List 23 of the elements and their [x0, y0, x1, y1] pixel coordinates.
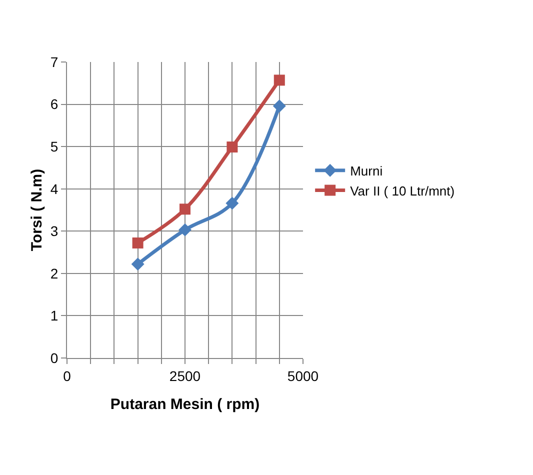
- y-tick-label: 1: [50, 308, 58, 324]
- point: [272, 99, 286, 112]
- point: [131, 258, 144, 271]
- point: [274, 74, 285, 86]
- x-tick-label: 5000: [287, 368, 319, 384]
- y-tick-label: 7: [50, 54, 58, 70]
- y-tick-label: 6: [50, 96, 58, 112]
- y-tick-label: 4: [50, 180, 58, 197]
- y-tick-label: 5: [50, 138, 58, 154]
- point: [178, 223, 192, 236]
- x-tick-label: 2500: [169, 368, 201, 384]
- y-tick-label: 0: [50, 350, 58, 366]
- point: [132, 237, 144, 248]
- point: [180, 204, 190, 215]
- point: [226, 141, 238, 152]
- point: [226, 196, 239, 210]
- y-axis-title: Torsi ( N.m): [28, 168, 46, 252]
- y-tick-label: 3: [50, 223, 58, 240]
- x-axis-title: Putaran Mesin ( rpm): [110, 396, 260, 413]
- x-tick-label: 0: [63, 368, 72, 384]
- legend-label: Var II ( 10 Ltr/mnt): [350, 183, 455, 198]
- y-tick-label: 2: [50, 265, 58, 282]
- legend-label: Murni: [350, 163, 383, 178]
